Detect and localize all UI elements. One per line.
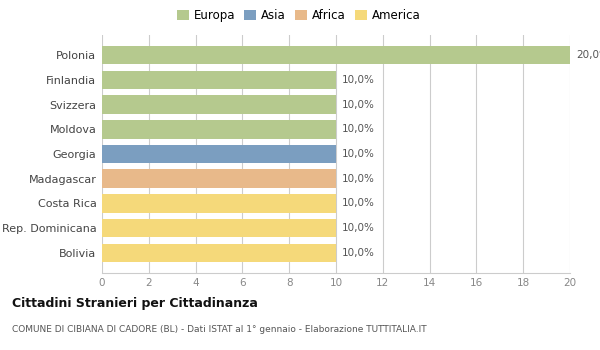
Bar — [102, 194, 336, 213]
Bar — [102, 71, 336, 89]
Text: 20,0%: 20,0% — [576, 50, 600, 60]
Bar — [102, 120, 336, 139]
Text: 10,0%: 10,0% — [342, 248, 375, 258]
Text: 10,0%: 10,0% — [342, 198, 375, 209]
Bar — [102, 95, 336, 114]
Text: 10,0%: 10,0% — [342, 149, 375, 159]
Bar — [102, 169, 336, 188]
Text: 10,0%: 10,0% — [342, 223, 375, 233]
Bar — [102, 46, 570, 64]
Bar — [102, 219, 336, 237]
Text: Cittadini Stranieri per Cittadinanza: Cittadini Stranieri per Cittadinanza — [12, 298, 258, 310]
Text: 10,0%: 10,0% — [342, 75, 375, 85]
Text: 10,0%: 10,0% — [342, 99, 375, 110]
Bar — [102, 145, 336, 163]
Text: COMUNE DI CIBIANA DI CADORE (BL) - Dati ISTAT al 1° gennaio - Elaborazione TUTTI: COMUNE DI CIBIANA DI CADORE (BL) - Dati … — [12, 326, 427, 335]
Bar — [102, 244, 336, 262]
Legend: Europa, Asia, Africa, America: Europa, Asia, Africa, America — [175, 7, 422, 24]
Text: 10,0%: 10,0% — [342, 174, 375, 184]
Text: 10,0%: 10,0% — [342, 124, 375, 134]
